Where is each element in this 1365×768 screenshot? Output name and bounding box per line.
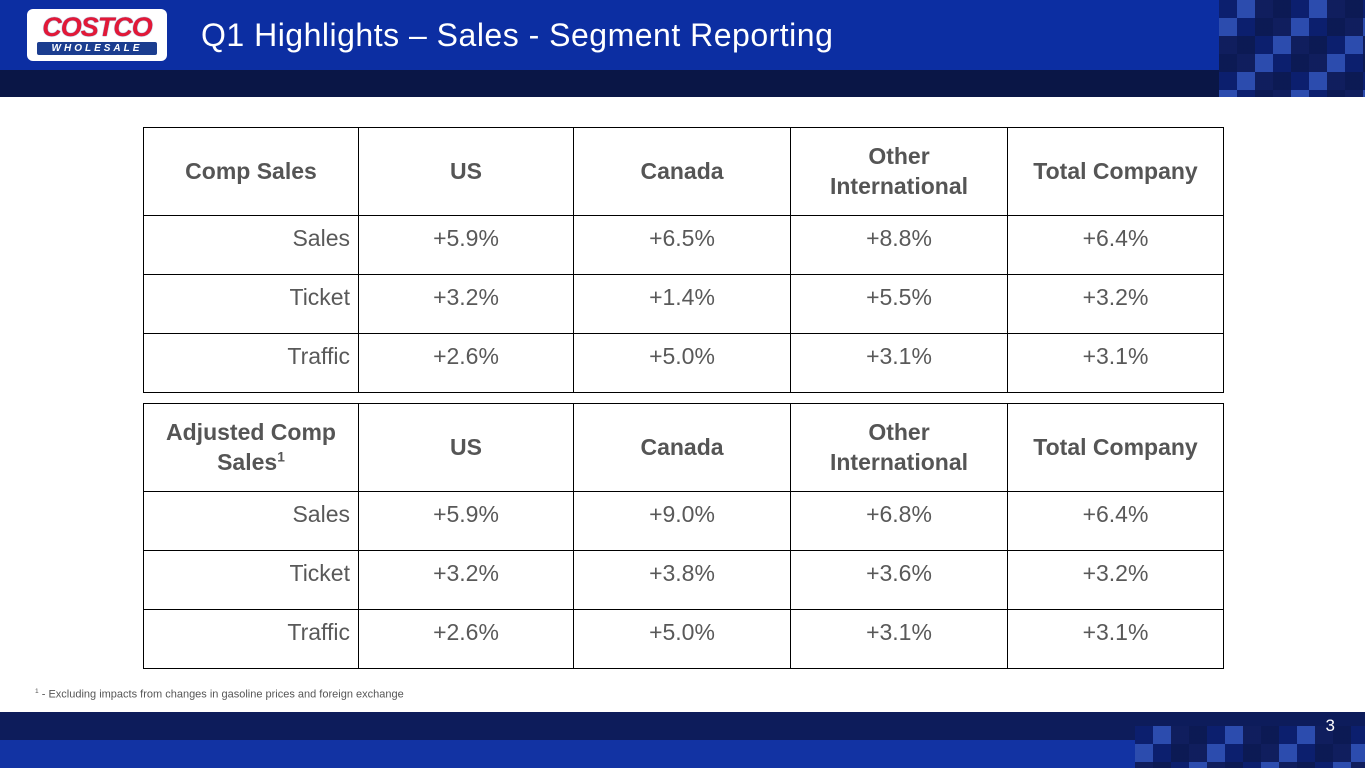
table-header-canada: Canada: [573, 127, 791, 216]
slide-header: COSTCO WHOLESALE Q1 Highlights – Sales -…: [0, 0, 1365, 70]
cell-value: +1.4%: [573, 274, 791, 334]
table-header-total-company: Total Company: [1007, 127, 1224, 216]
table-row: Traffic +2.6% +5.0% +3.1% +3.1%: [143, 333, 1224, 393]
cell-value: +3.2%: [358, 550, 574, 610]
costco-logo: COSTCO WHOLESALE: [27, 9, 167, 61]
cell-value: +5.5%: [790, 274, 1008, 334]
table-header-us: US: [358, 127, 574, 216]
table-row: Sales +5.9% +9.0% +6.8% +6.4%: [143, 491, 1224, 551]
footnote-marker: 1: [35, 688, 39, 695]
footnote-marker: 1: [277, 448, 285, 464]
cell-value: +6.4%: [1007, 215, 1224, 275]
costco-logo-wholesale-text: WHOLESALE: [37, 42, 157, 55]
adjusted-comp-sales-table: Adjusted Comp Sales1 US Canada Other Int…: [143, 403, 1224, 669]
header-text: Adjusted Comp Sales: [166, 418, 336, 475]
cell-value: +3.8%: [573, 550, 791, 610]
checker-pattern-bottom-right: [1135, 726, 1365, 768]
costco-logo-text: COSTCO: [42, 12, 153, 42]
cell-value: +3.1%: [1007, 333, 1224, 393]
cell-value: +2.6%: [358, 333, 574, 393]
cell-value: +3.1%: [790, 609, 1008, 669]
cell-value: +3.2%: [1007, 550, 1224, 610]
comp-sales-table: Comp Sales US Canada Other International…: [143, 127, 1224, 393]
slide-body: Comp Sales US Canada Other International…: [0, 97, 1365, 712]
table-header-other-international: Other International: [790, 127, 1008, 216]
cell-value: +3.1%: [790, 333, 1008, 393]
page-number: 3: [1325, 716, 1335, 735]
row-label-traffic: Traffic: [143, 609, 359, 669]
table-row: Ticket +3.2% +1.4% +5.5% +3.2%: [143, 274, 1224, 334]
cell-value: +3.2%: [358, 274, 574, 334]
cell-value: +5.9%: [358, 491, 574, 551]
table-header-other-international: Other International: [790, 403, 1008, 492]
cell-value: +5.0%: [573, 333, 791, 393]
row-label-sales: Sales: [143, 491, 359, 551]
row-label-sales: Sales: [143, 215, 359, 275]
cell-value: +3.2%: [1007, 274, 1224, 334]
table-header-comp-sales: Comp Sales: [143, 127, 359, 216]
footnote: 1 - Excluding impacts from changes in ga…: [35, 688, 1365, 701]
table-header-adjusted-comp-sales: Adjusted Comp Sales1: [143, 403, 359, 492]
cell-value: +6.5%: [573, 215, 791, 275]
table-row: Sales +5.9% +6.5% +8.8% +6.4%: [143, 215, 1224, 275]
table-header-row: Comp Sales US Canada Other International…: [143, 127, 1224, 216]
table-header-total-company: Total Company: [1007, 403, 1224, 492]
table-row: Ticket +3.2% +3.8% +3.6% +3.2%: [143, 550, 1224, 610]
cell-value: +5.0%: [573, 609, 791, 669]
cell-value: +6.4%: [1007, 491, 1224, 551]
checker-pattern-top-right: [1219, 0, 1365, 97]
page-title: Q1 Highlights – Sales - Segment Reportin…: [201, 16, 834, 53]
footnote-text: - Excluding impacts from changes in gaso…: [38, 688, 404, 701]
row-label-ticket: Ticket: [143, 274, 359, 334]
table-header-us: US: [358, 403, 574, 492]
cell-value: +8.8%: [790, 215, 1008, 275]
cell-value: +2.6%: [358, 609, 574, 669]
row-label-traffic: Traffic: [143, 333, 359, 393]
cell-value: +3.1%: [1007, 609, 1224, 669]
header-divider-strip: [0, 70, 1365, 97]
row-label-ticket: Ticket: [143, 550, 359, 610]
cell-value: +3.6%: [790, 550, 1008, 610]
table-row: Traffic +2.6% +5.0% +3.1% +3.1%: [143, 609, 1224, 669]
table-header-canada: Canada: [573, 403, 791, 492]
cell-value: +6.8%: [790, 491, 1008, 551]
cell-value: +9.0%: [573, 491, 791, 551]
cell-value: +5.9%: [358, 215, 574, 275]
table-header-row: Adjusted Comp Sales1 US Canada Other Int…: [143, 403, 1224, 492]
